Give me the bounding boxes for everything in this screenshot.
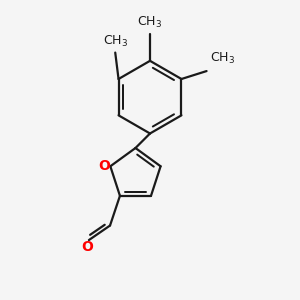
Text: O: O <box>82 240 94 254</box>
Text: CH$_3$: CH$_3$ <box>137 15 163 31</box>
Text: CH$_3$: CH$_3$ <box>103 34 128 49</box>
Text: O: O <box>98 159 110 172</box>
Text: CH$_3$: CH$_3$ <box>210 51 235 66</box>
